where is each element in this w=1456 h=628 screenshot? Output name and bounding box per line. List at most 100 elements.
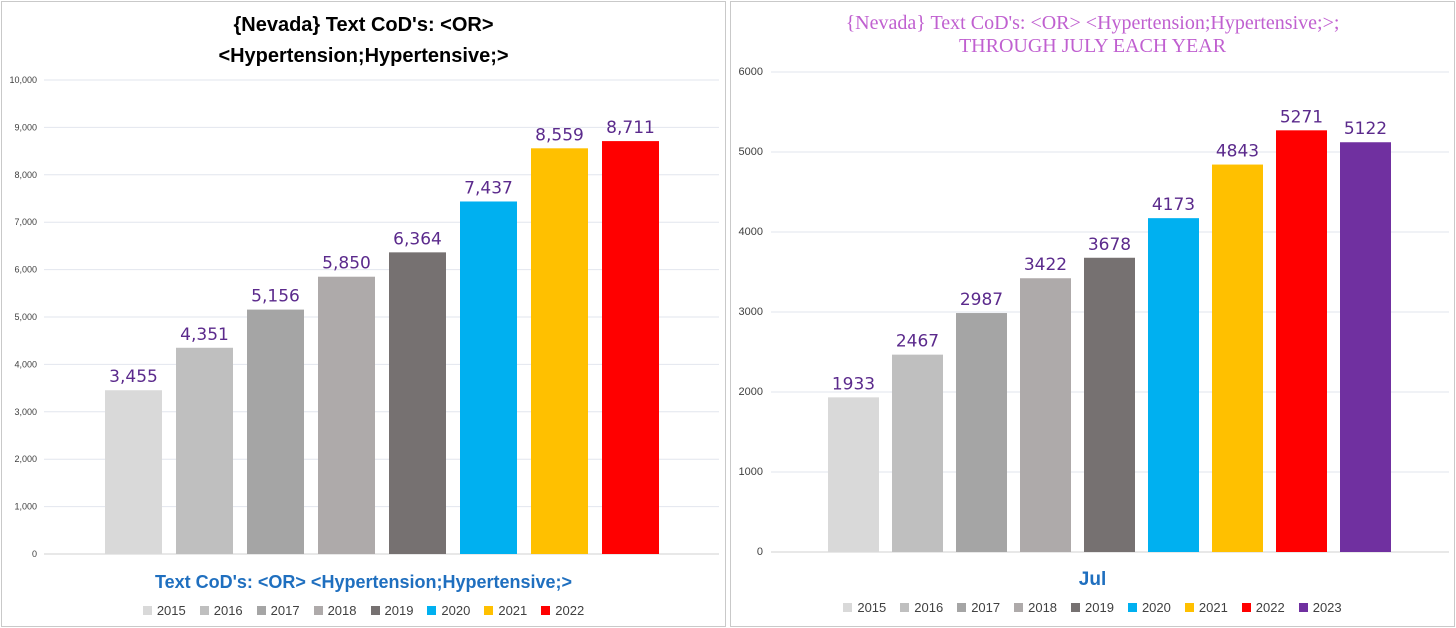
legend-item-2020: 2020 [427,603,470,618]
data-label-2022: 8,711 [606,118,655,138]
legend-item-2021: 2021 [1184,600,1228,615]
legend-swatch [541,606,551,615]
bar-2020 [1148,218,1199,552]
bar-2018 [1020,278,1071,552]
legend-label: 2020 [1141,600,1171,615]
legend-label: 2016 [213,603,243,618]
legend-swatch [142,606,152,615]
legend-label: 2018 [1028,600,1058,615]
legend-swatch [1241,603,1251,612]
legend-swatch [484,606,494,615]
legend-item-2017: 2017 [957,600,1000,615]
legend-item-2023: 2023 [1298,600,1342,615]
data-label-2020: 7,437 [464,178,513,198]
y-tick-label: 6,000 [14,265,37,275]
x-axis-label: Text CoD's: <OR> <Hypertension;Hypertens… [154,572,573,592]
legend-item-2015: 2015 [843,600,886,615]
data-label-2021: 4843 [1216,142,1259,162]
legend-swatch [1071,603,1081,612]
y-tick-label: 4,000 [14,359,37,369]
chart-panel-right: {Nevada} Text CoD's: <OR> <Hypertension;… [730,1,1455,627]
legend-item-2019: 2019 [370,603,414,618]
chart-legend: 2015 2016 2017 2018 2019 2020 2021 2022 2023 [731,600,1454,615]
legend-label: 2017 [971,600,1001,615]
data-label-2018: 3422 [1024,255,1067,275]
bar-2021 [1212,164,1263,552]
y-tick-label: 3,000 [14,407,37,417]
legend-label: 2015 [857,600,887,615]
legend-label: 2017 [270,603,300,618]
x-axis-label: Jul [1078,569,1107,590]
legend-item-2019: 2019 [1071,600,1114,615]
bar-2016 [176,347,233,554]
data-label-2016: 2467 [896,332,939,352]
chart-legend: 2015 2016 2017 2018 2019 2020 2021 2022 [2,603,725,618]
legend-label: 2016 [914,600,944,615]
legend-swatch [843,603,853,612]
y-tick-label: 1000 [739,466,763,478]
legend-item-2015: 2015 [142,603,186,618]
data-label-2015: 1933 [832,374,875,394]
legend-swatch [1127,603,1137,612]
data-label-2019: 6,364 [393,229,442,249]
bar-2017 [247,309,304,554]
legend-label: 2020 [441,603,471,618]
bar-chart-plot: 0 1,000 2,000 3,000 4,000 5,000 6,000 7,000 8,00… [9,75,719,559]
data-label-2021: 8,559 [535,125,584,145]
bar-2019 [1084,257,1135,552]
y-tick-label: 5,000 [14,312,37,322]
y-tick-label: 5000 [739,146,763,158]
y-tick-label: 0 [32,549,37,559]
legend-swatch [256,606,266,615]
y-tick-label: 9,000 [14,122,37,132]
legend-swatch [370,606,380,615]
legend-item-2022: 2022 [1241,600,1285,615]
legend-swatch [900,603,910,612]
legend-swatch [957,603,967,612]
legend-swatch [199,606,209,615]
legend-item-2021: 2021 [484,603,527,618]
legend-item-2018: 2018 [1014,600,1057,615]
legend-item-2022: 2022 [541,603,584,618]
data-label-2022: 5271 [1280,107,1323,127]
y-tick-label: 2,000 [14,454,37,464]
legend-item-2018: 2018 [313,603,357,618]
legend-item-2016: 2016 [199,603,243,618]
y-tick-label: 10,000 [9,75,37,85]
bar-chart-plot: 0 1000 2000 3000 4000 5000 6000 1933 2467 2987 342… [739,66,1449,558]
data-label-2016: 4,351 [180,325,229,345]
bar-2022 [602,141,659,554]
chart-panel-left: {Nevada} Text CoD's: <OR> <Hypertension;… [1,1,726,627]
chart-title-line-2: THROUGH JULY EACH YEAR [958,35,1227,57]
legend-label: 2019 [1085,600,1114,615]
y-tick-label: 6000 [739,66,763,78]
y-tick-label: 4000 [739,226,763,238]
data-label-2023: 5122 [1344,119,1387,139]
bar-2015 [828,397,879,552]
bar-2020 [460,201,517,554]
legend-item-2020: 2020 [1127,600,1171,615]
legend-label: 2023 [1312,600,1342,615]
data-label-2020: 4173 [1152,195,1195,215]
bar-2018 [318,276,375,554]
chart-title-line-1: {Nevada} Text CoD's: <OR> <Hypertension;… [845,12,1340,34]
bar-2023 [1340,142,1391,553]
y-tick-label: 2000 [739,386,763,398]
data-label-2015: 3,455 [109,367,158,387]
legend-swatch [313,606,323,615]
legend-swatch [1014,603,1024,612]
bar-2021 [531,148,588,554]
y-tick-label: 1,000 [14,502,37,512]
legend-label: 2019 [384,603,414,618]
y-tick-label: 7,000 [14,217,37,227]
bar-2015 [105,390,162,554]
data-label-2018: 5,850 [322,254,371,274]
legend-item-2017: 2017 [256,603,300,618]
legend-swatch [1184,603,1194,612]
chart-title-line-2: <Hypertension;Hypertensive;> [218,45,509,67]
y-tick-label: 3000 [739,306,763,318]
legend-swatch [1298,603,1308,612]
bar-2022 [1276,130,1327,552]
bar-2016 [892,354,943,552]
legend-label: 2021 [498,603,528,618]
